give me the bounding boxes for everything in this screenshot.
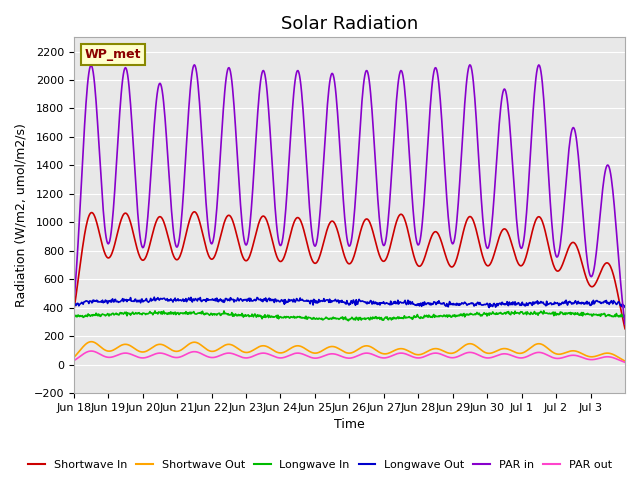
Shortwave Out <box>135 348 143 354</box>
Longwave Out <box>134 299 142 304</box>
PAR out <box>135 355 143 360</box>
Legend: Shortwave In, Shortwave Out, Longwave In, Longwave Out, PAR in, PAR out: Shortwave In, Shortwave Out, Longwave In… <box>24 456 616 474</box>
Longwave In <box>438 313 445 319</box>
Shortwave In <box>134 251 142 256</box>
PAR out <box>70 358 77 363</box>
Longwave Out <box>70 303 77 309</box>
Line: Shortwave In: Shortwave In <box>74 212 625 329</box>
Longwave Out <box>485 305 493 311</box>
PAR out <box>285 353 292 359</box>
Longwave In <box>134 311 142 316</box>
Shortwave In <box>285 239 292 244</box>
Shortwave In <box>438 240 445 246</box>
PAR in <box>191 62 198 68</box>
Longwave In <box>344 318 352 324</box>
Shortwave In <box>407 241 415 247</box>
Shortwave In <box>191 209 198 215</box>
PAR out <box>264 351 271 357</box>
Longwave In <box>540 308 548 314</box>
Line: Shortwave Out: Shortwave Out <box>74 342 625 361</box>
Longwave In <box>407 315 415 321</box>
PAR out <box>237 354 244 360</box>
Longwave Out <box>621 304 629 310</box>
Shortwave In <box>621 326 629 332</box>
Shortwave Out <box>285 347 292 352</box>
Line: Longwave Out: Longwave Out <box>74 297 625 308</box>
Shortwave Out <box>621 358 629 364</box>
Shortwave In <box>264 221 271 227</box>
PAR in <box>621 321 629 327</box>
Y-axis label: Radiation (W/m2, umol/m2/s): Radiation (W/m2, umol/m2/s) <box>15 123 28 307</box>
Longwave Out <box>438 300 445 306</box>
X-axis label: Time: Time <box>334 419 365 432</box>
PAR out <box>438 352 445 358</box>
Shortwave In <box>237 247 244 253</box>
Shortwave Out <box>87 339 95 345</box>
Longwave Out <box>237 296 244 301</box>
Longwave In <box>621 312 629 318</box>
Shortwave Out <box>264 344 271 350</box>
PAR in <box>285 164 292 169</box>
PAR out <box>87 348 95 354</box>
Line: PAR in: PAR in <box>74 65 625 324</box>
PAR in <box>237 202 244 207</box>
Shortwave Out <box>237 348 244 353</box>
Longwave In <box>236 312 244 318</box>
Longwave Out <box>150 294 158 300</box>
Longwave Out <box>407 301 415 307</box>
Text: WP_met: WP_met <box>85 48 141 61</box>
Longwave Out <box>285 297 292 302</box>
Longwave Out <box>264 297 271 302</box>
PAR in <box>70 301 77 307</box>
PAR in <box>264 97 271 103</box>
PAR in <box>438 117 445 123</box>
Title: Solar Radiation: Solar Radiation <box>281 15 418 33</box>
PAR in <box>407 175 415 181</box>
Shortwave Out <box>407 349 415 355</box>
Shortwave Out <box>438 348 445 353</box>
Longwave In <box>263 313 271 319</box>
Shortwave Out <box>70 355 77 360</box>
Shortwave In <box>70 308 77 313</box>
Longwave In <box>284 314 292 320</box>
Longwave In <box>70 313 77 319</box>
PAR out <box>407 353 415 359</box>
PAR in <box>134 219 142 225</box>
PAR out <box>621 360 629 365</box>
Line: PAR out: PAR out <box>74 351 625 362</box>
Line: Longwave In: Longwave In <box>74 311 625 321</box>
